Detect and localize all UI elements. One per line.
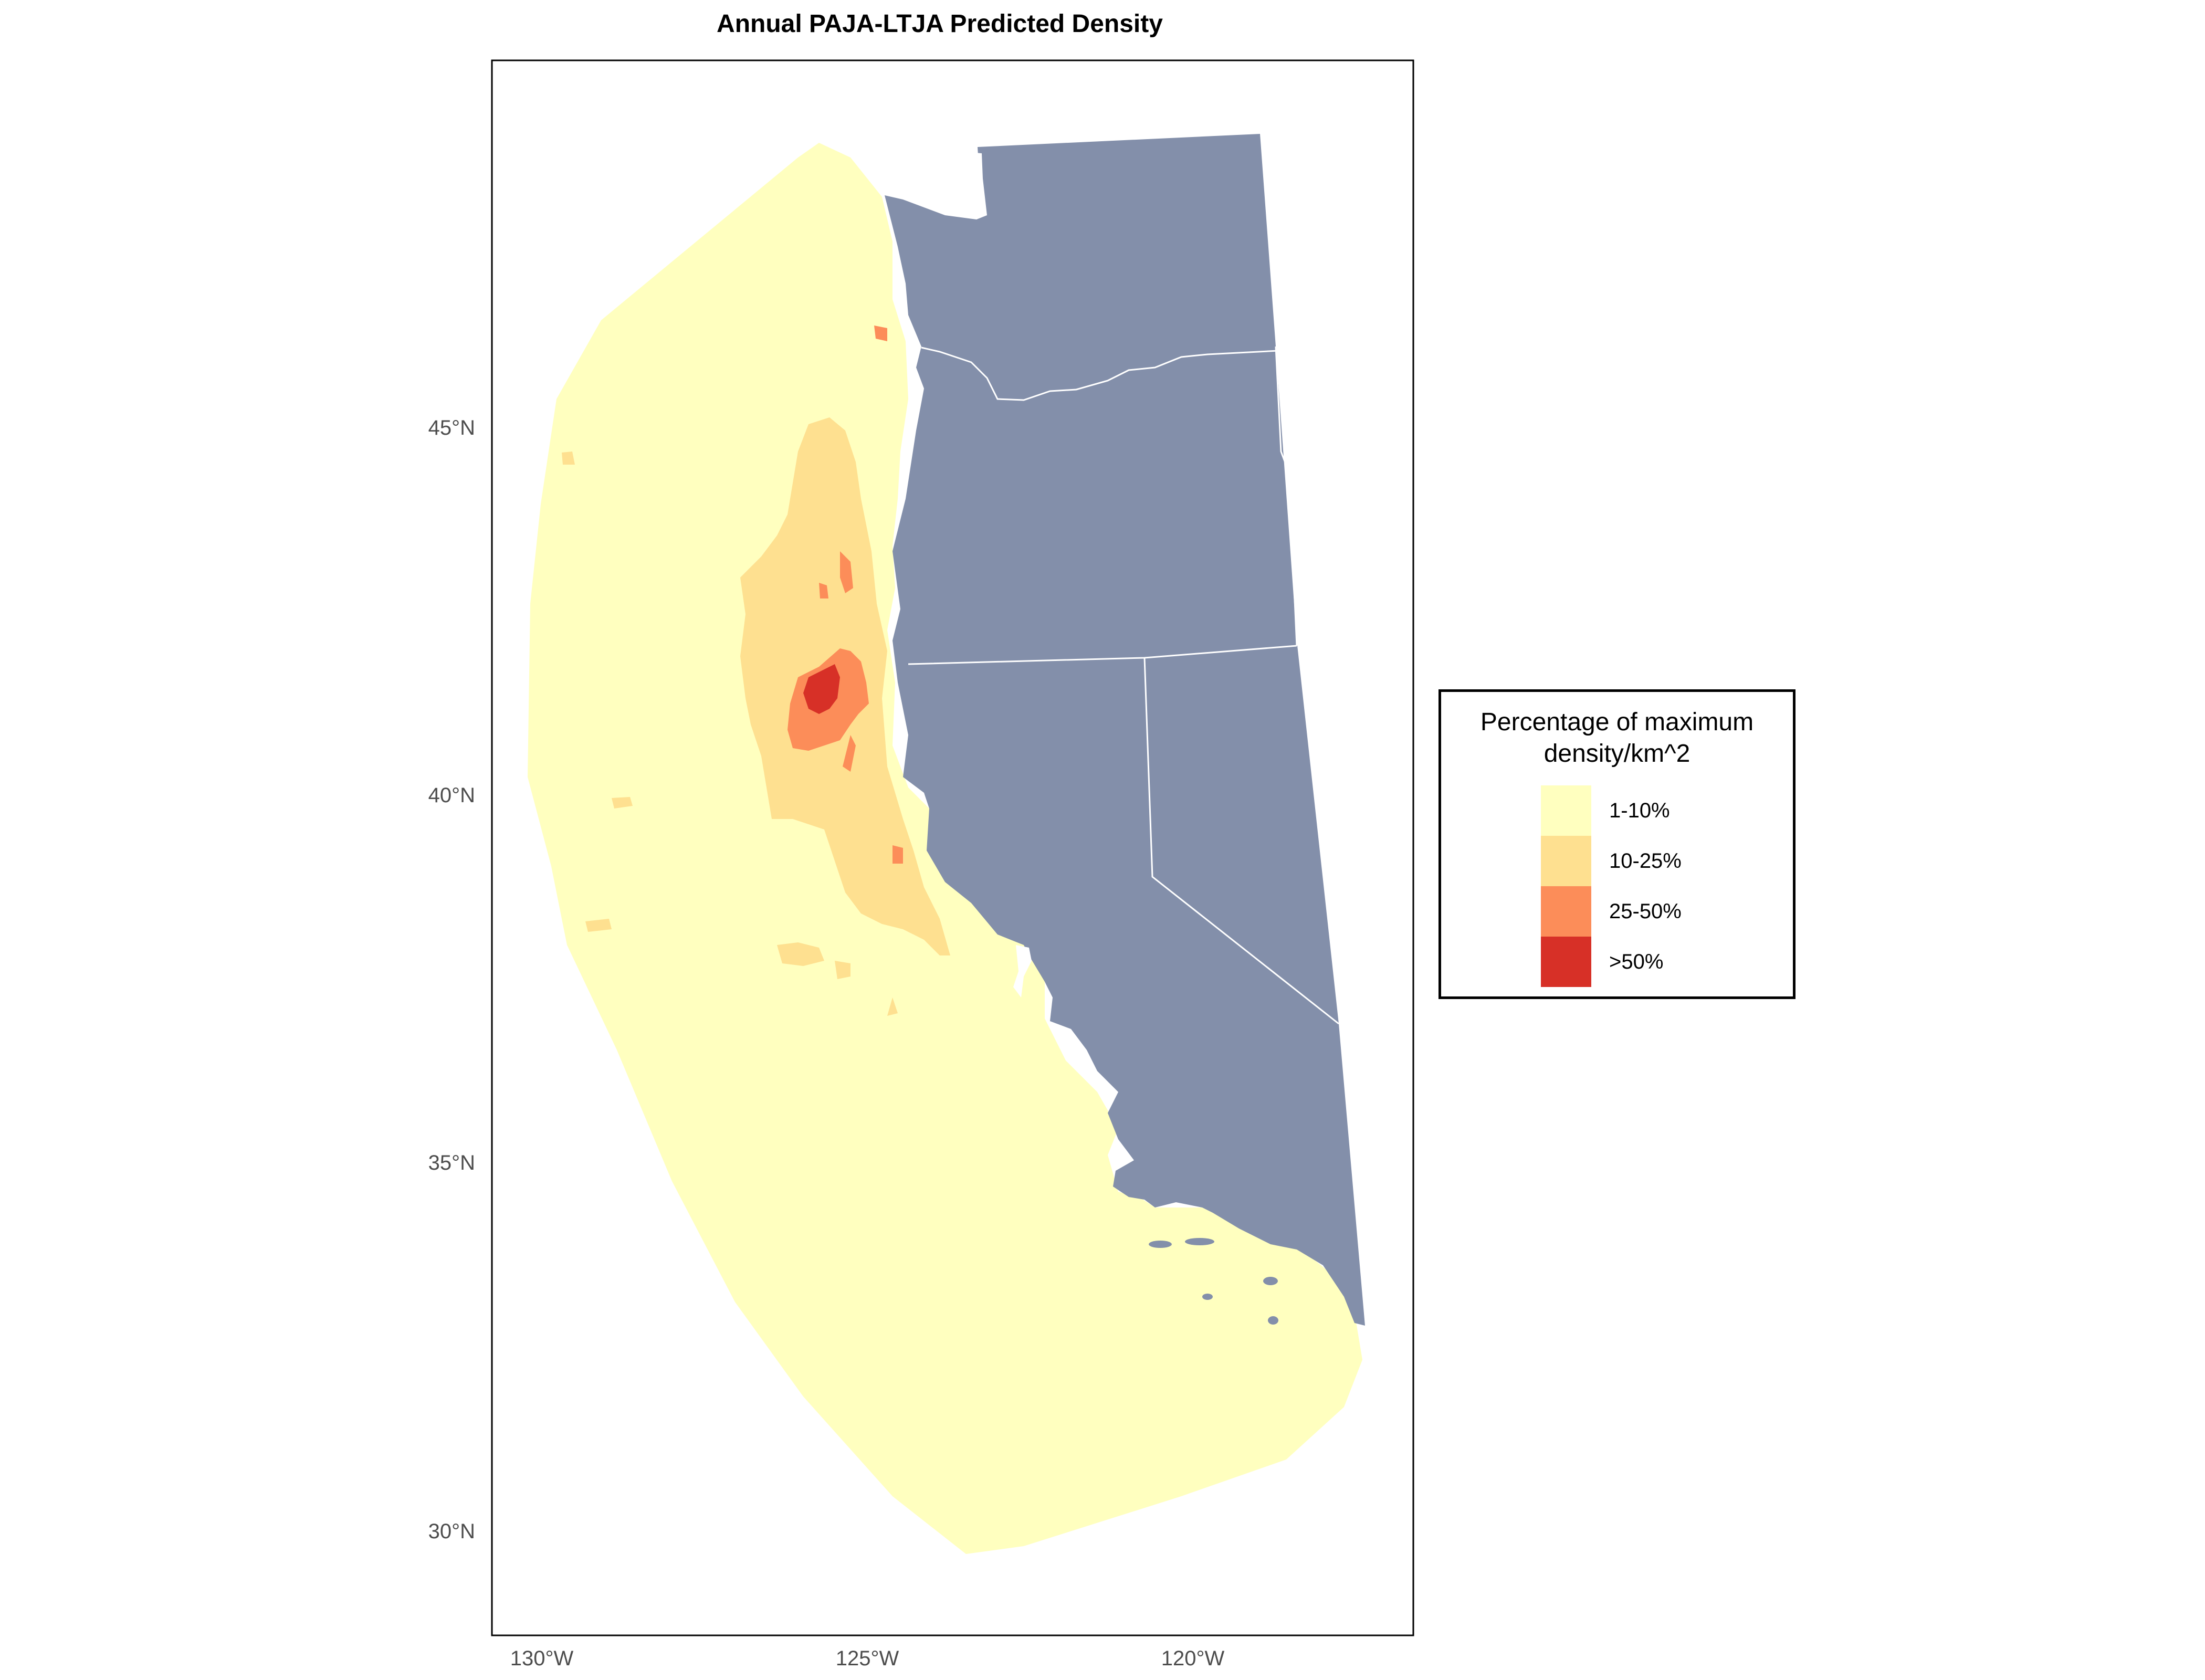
- legend-swatch: [1541, 836, 1591, 886]
- legend: Percentage of maximum density/km^2 1-10%…: [1438, 689, 1796, 999]
- island: [959, 167, 975, 189]
- channel-islands: [1149, 1238, 1278, 1325]
- sf-bay: [1013, 945, 1032, 998]
- y-tick-label: 30°N: [428, 1520, 475, 1543]
- legend-item: 25-50%: [1541, 886, 1782, 937]
- legend-label: >50%: [1609, 950, 1664, 973]
- land-western-states: [885, 134, 1365, 1326]
- x-tick-label: 130°W: [510, 1647, 574, 1670]
- map-frame: [491, 59, 1414, 1636]
- y-tick-label: 45°N: [428, 416, 475, 439]
- legend-label: 1-10%: [1609, 799, 1670, 822]
- x-tick-label: 125°W: [836, 1647, 899, 1670]
- legend-swatch: [1541, 937, 1591, 987]
- legend-label: 10-25%: [1609, 849, 1682, 873]
- state-borders: [908, 346, 1339, 1025]
- density-gt-50: [803, 664, 840, 714]
- legend-title: Percentage of maximum density/km^2: [1480, 708, 1754, 768]
- x-tick-label: 120°W: [1161, 1647, 1225, 1670]
- y-tick-label: 35°N: [428, 1151, 475, 1174]
- y-tick-label: 40°N: [428, 784, 475, 807]
- legend-item: 10-25%: [1541, 836, 1782, 886]
- map-title: Annual PAJA-LTJA Predicted Density: [717, 10, 1163, 38]
- legend-label: 25-50%: [1609, 900, 1682, 923]
- legend-swatch: [1541, 785, 1591, 836]
- legend-item: >50%: [1541, 937, 1782, 987]
- legend-swatch: [1541, 886, 1591, 937]
- legend-item: 1-10%: [1541, 785, 1782, 836]
- study-area-low-density: [528, 143, 1362, 1554]
